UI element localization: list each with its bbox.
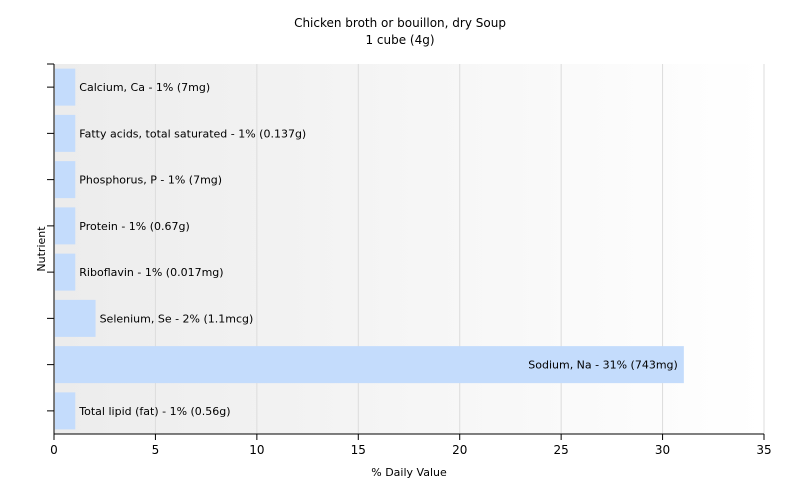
x-tick-label: 0 — [50, 443, 58, 457]
bars: Calcium, Ca - 1% (7mg) Fatty acids, total… — [55, 68, 684, 430]
x-axis-label: % Daily Value — [371, 466, 447, 479]
bar-label: Protein - 1% (0.67g) — [79, 220, 190, 233]
bar — [55, 161, 76, 199]
bar — [55, 299, 96, 337]
axes: 0 5 10 15 20 25 30 35 — [47, 63, 772, 457]
bar-label: Phosphorus, P - 1% (7mg) — [79, 174, 222, 187]
bar — [55, 253, 76, 291]
x-tick-label: 5 — [152, 443, 160, 457]
bar — [55, 114, 76, 152]
bar-label: Sodium, Na - 31% (743mg) — [528, 359, 678, 372]
chart-subtitle: 1 cube (4g) — [365, 33, 434, 47]
chart-title: Chicken broth or bouillon, dry Soup — [294, 16, 506, 30]
x-tick-label: 35 — [756, 443, 771, 457]
bar-label: Fatty acids, total saturated - 1% (0.137… — [79, 127, 306, 140]
x-tick-label: 10 — [249, 443, 264, 457]
bar — [55, 68, 76, 106]
bar — [55, 392, 76, 430]
x-tick-label: 20 — [452, 443, 467, 457]
bar — [55, 346, 684, 384]
y-axis-label: Nutrient — [35, 226, 48, 272]
bar-label: Total lipid (fat) - 1% (0.56g) — [78, 405, 230, 418]
bar — [55, 207, 76, 245]
x-tick-label: 15 — [351, 443, 366, 457]
x-tick-label: 25 — [554, 443, 569, 457]
bar-label: Calcium, Ca - 1% (7mg) — [79, 81, 210, 94]
bar-label: Selenium, Se - 2% (1.1mcg) — [100, 312, 254, 325]
bar-label: Riboflavin - 1% (0.017mg) — [79, 266, 223, 279]
x-tick-label: 30 — [655, 443, 670, 457]
